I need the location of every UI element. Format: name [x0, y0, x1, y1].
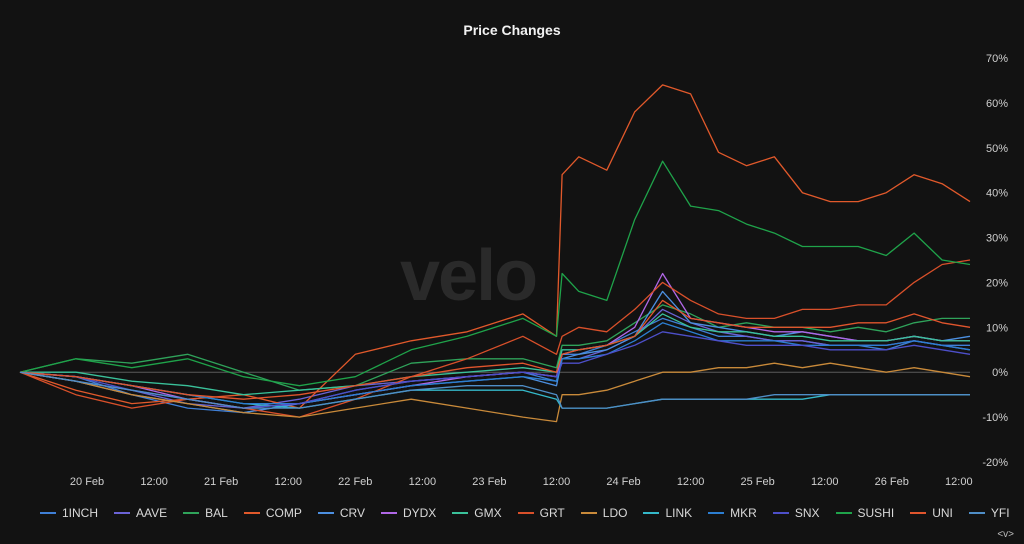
legend-swatch: [317, 512, 334, 514]
x-tick-label: 12:00: [274, 476, 302, 488]
x-tick-label: 12:00: [945, 476, 973, 488]
legend-swatch: [183, 512, 200, 514]
x-tick-label: 24 Feb: [606, 476, 640, 488]
legend-item-crv[interactable]: CRV: [317, 506, 365, 520]
legend-item-comp[interactable]: COMP: [243, 506, 302, 520]
y-tick-label: 60%: [986, 98, 1008, 110]
x-tick-label: 21 Feb: [204, 476, 238, 488]
x-tick-label: 22 Feb: [338, 476, 372, 488]
series-line-comp[interactable]: [19, 84, 971, 409]
legend-label: GRT: [539, 506, 565, 520]
legend-label: YFI: [990, 506, 1010, 520]
series-line-ldo[interactable]: [19, 362, 971, 423]
legend-label: MKR: [730, 506, 757, 520]
legend-swatch: [114, 512, 131, 514]
y-tick-label: -20%: [982, 457, 1008, 469]
series-line-snx[interactable]: [19, 331, 971, 409]
legend-label: COMP: [265, 506, 302, 520]
legend-swatch: [452, 512, 469, 514]
chart-legend: 1INCH AAVE BAL COMP CRV DYDX GMX GRT LDO LINK MKR S…: [40, 506, 1010, 520]
x-tick-label: 25 Feb: [741, 476, 775, 488]
x-tick-label: 23 Feb: [472, 476, 506, 488]
x-tick-label: 12:00: [409, 476, 437, 488]
legend-item-1inch[interactable]: 1INCH: [40, 506, 98, 520]
legend-item-sushi[interactable]: SUSHI: [835, 506, 895, 520]
series-line-yfi[interactable]: [19, 371, 970, 409]
legend-label: CRV: [339, 506, 365, 520]
y-tick-label: 70%: [986, 53, 1008, 65]
y-tick-label: -10%: [982, 412, 1008, 424]
series-line-gmx[interactable]: [20, 313, 970, 396]
velo-watermark-logo: velo: [400, 236, 538, 316]
legend-swatch: [380, 512, 397, 514]
series-line-grt[interactable]: [19, 259, 971, 418]
y-tick-label: 0%: [992, 367, 1008, 379]
y-tick-label: 10%: [986, 322, 1008, 334]
series-line-bal[interactable]: [19, 304, 970, 391]
legend-label: UNI: [932, 506, 953, 520]
legend-label: GMX: [474, 506, 502, 520]
y-tick-label: 30%: [986, 233, 1008, 245]
legend-item-dydx[interactable]: DYDX: [380, 506, 437, 520]
chart-title: Price Changes: [463, 22, 561, 38]
legend-swatch: [40, 512, 56, 514]
y-tick-label: 40%: [986, 188, 1008, 200]
legend-swatch: [580, 512, 597, 514]
legend-label: LINK: [665, 506, 693, 520]
series-line-uni[interactable]: [19, 299, 971, 400]
legend-item-ldo[interactable]: LDO: [580, 506, 628, 520]
legend-swatch: [517, 512, 534, 514]
legend-label: AAVE: [136, 506, 168, 520]
x-tick-label: 12:00: [543, 476, 571, 488]
legend-label: SNX: [794, 506, 820, 520]
legend-swatch: [910, 512, 927, 514]
x-tick-label: 20 Feb: [70, 476, 104, 488]
legend-label: DYDX: [402, 506, 437, 520]
x-tick-label: 12:00: [811, 476, 839, 488]
x-tick-label: 12:00: [140, 476, 168, 488]
y-tick-label: 20%: [986, 277, 1008, 289]
legend-item-uni[interactable]: UNI: [910, 506, 953, 520]
legend-item-gmx[interactable]: GMX: [452, 506, 502, 520]
legend-item-yfi[interactable]: YFI: [968, 506, 1010, 520]
legend-item-mkr[interactable]: MKR: [708, 506, 757, 520]
legend-item-grt[interactable]: GRT: [517, 506, 565, 520]
series-line-sushi[interactable]: [19, 160, 971, 387]
legend-swatch: [243, 512, 260, 514]
chart-options-button[interactable]: <v>: [997, 529, 1014, 540]
x-tick-label: 26 Feb: [875, 476, 909, 488]
legend-swatch: [835, 512, 852, 514]
legend-label: 1INCH: [62, 506, 99, 520]
legend-item-snx[interactable]: SNX: [772, 506, 820, 520]
legend-item-aave[interactable]: AAVE: [114, 506, 167, 520]
legend-swatch: [968, 512, 985, 514]
legend-swatch: [643, 512, 660, 514]
legend-item-link[interactable]: LINK: [643, 506, 692, 520]
y-tick-label: 50%: [986, 143, 1008, 155]
legend-item-bal[interactable]: BAL: [183, 506, 228, 520]
legend-label: LDO: [602, 506, 628, 520]
legend-label: BAL: [205, 506, 228, 520]
x-tick-label: 12:00: [677, 476, 705, 488]
legend-swatch: [708, 512, 725, 514]
legend-label: SUSHI: [857, 506, 895, 520]
legend-swatch: [772, 512, 789, 514]
